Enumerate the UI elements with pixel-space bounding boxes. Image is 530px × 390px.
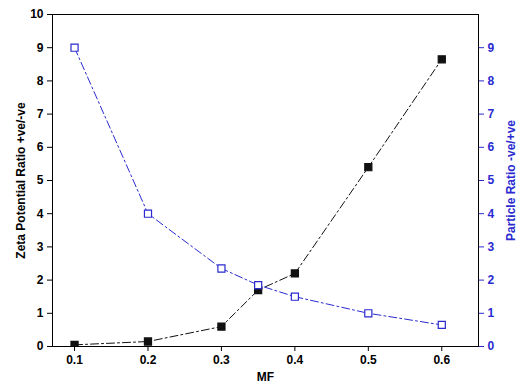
svg-text:5: 5 (37, 173, 44, 187)
svg-text:0.3: 0.3 (213, 353, 230, 367)
svg-text:5: 5 (488, 173, 495, 187)
svg-text:0.1: 0.1 (66, 353, 83, 367)
svg-text:7: 7 (488, 107, 495, 121)
svg-text:4: 4 (488, 207, 495, 221)
svg-text:0.5: 0.5 (360, 353, 377, 367)
svg-text:MF: MF (257, 370, 274, 384)
svg-text:9: 9 (488, 41, 495, 55)
svg-text:Zeta Potential Ratio +ve/-ve: Zeta Potential Ratio +ve/-ve (14, 102, 28, 259)
svg-text:1: 1 (488, 306, 495, 320)
svg-text:0.6: 0.6 (433, 353, 450, 367)
svg-text:0.4: 0.4 (287, 353, 304, 367)
svg-text:8: 8 (488, 74, 495, 88)
svg-text:7: 7 (37, 107, 44, 121)
svg-text:0: 0 (37, 339, 44, 353)
svg-text:3: 3 (37, 240, 44, 254)
svg-text:4: 4 (37, 207, 44, 221)
svg-text:3: 3 (488, 240, 495, 254)
svg-text:1: 1 (37, 306, 44, 320)
svg-text:2: 2 (37, 273, 44, 287)
svg-text:10: 10 (30, 7, 44, 21)
svg-text:9: 9 (37, 41, 44, 55)
svg-text:0: 0 (488, 339, 495, 353)
svg-text:6: 6 (488, 140, 495, 154)
svg-text:Particle Ratio -ve/+ve: Particle Ratio -ve/+ve (504, 120, 518, 241)
svg-text:8: 8 (37, 74, 44, 88)
svg-text:2: 2 (488, 273, 495, 287)
svg-text:6: 6 (37, 140, 44, 154)
svg-text:0.2: 0.2 (140, 353, 157, 367)
